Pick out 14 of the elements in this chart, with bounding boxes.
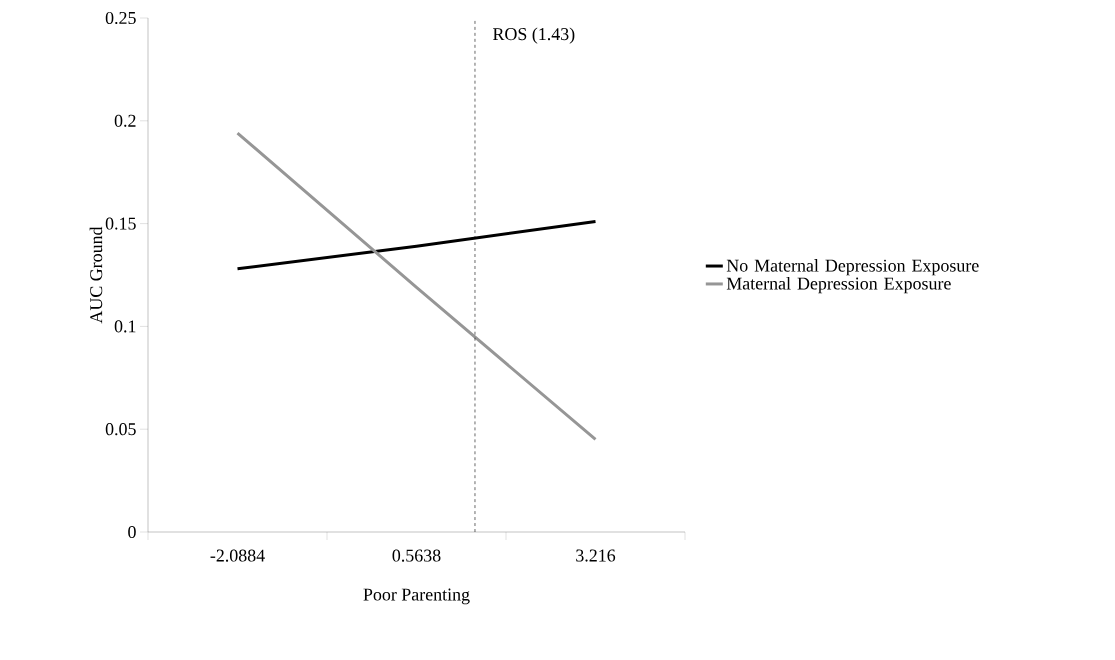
y-tick-label: 0.25: [105, 11, 136, 25]
x-tick-label: -2.0884: [210, 549, 265, 562]
ref-line-label: ROS (1.43): [493, 27, 575, 44]
x-tick-label: 3.216: [576, 549, 616, 562]
y-tick-label: 0.05: [105, 423, 136, 436]
y-tick-label: 0.1: [114, 320, 136, 333]
x-axis-title: Poor Parenting: [363, 588, 470, 605]
x-tick-label: 0.5638: [392, 549, 441, 562]
legend-label: Maternal Depression Exposure: [726, 276, 951, 294]
y-tick-label: 0.2: [114, 114, 136, 127]
y-tick-label: 0.15: [105, 217, 136, 230]
y-tick-label: 0: [128, 525, 136, 539]
y-axis-title: AUC Ground: [89, 226, 103, 324]
legend-label: No Maternal Depression Exposure: [726, 259, 979, 276]
